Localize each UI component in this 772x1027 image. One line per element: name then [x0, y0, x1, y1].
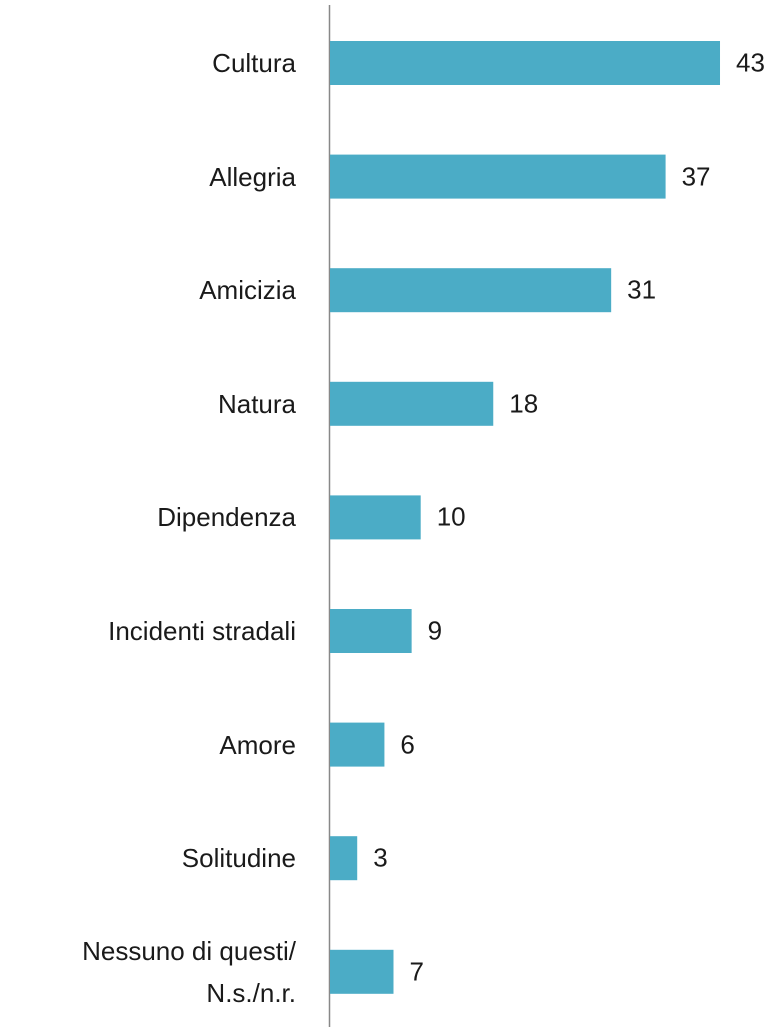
category-label: Amicizia — [199, 275, 296, 306]
bar — [330, 609, 412, 653]
value-label: 37 — [681, 161, 711, 192]
bar — [330, 836, 358, 881]
category-label: Solitudine — [181, 843, 296, 874]
category-label: Incidenti stradali — [108, 616, 296, 646]
bar — [330, 495, 421, 540]
category-label: Amore — [219, 729, 296, 760]
value-label: 43 — [736, 47, 765, 78]
category-label: Natura — [217, 388, 296, 419]
category-label: Nessuno di questi/ N.s./n.r. — [82, 935, 296, 1008]
bar — [330, 268, 612, 313]
bar — [330, 154, 666, 199]
value-label: 18 — [509, 388, 539, 419]
bar — [330, 949, 394, 994]
category-label: Dipendenza — [157, 502, 296, 533]
bar — [330, 722, 385, 767]
category-label: Allegria — [209, 161, 296, 192]
bar — [330, 41, 721, 85]
bar — [330, 381, 494, 426]
value-label: 3 — [373, 842, 388, 873]
value-label: 6 — [400, 729, 415, 760]
value-label: 7 — [409, 956, 424, 987]
value-label: 9 — [427, 615, 443, 646]
value-label: 10 — [436, 501, 466, 532]
category-label: Cultura — [212, 48, 296, 78]
value-label: 31 — [627, 274, 657, 305]
